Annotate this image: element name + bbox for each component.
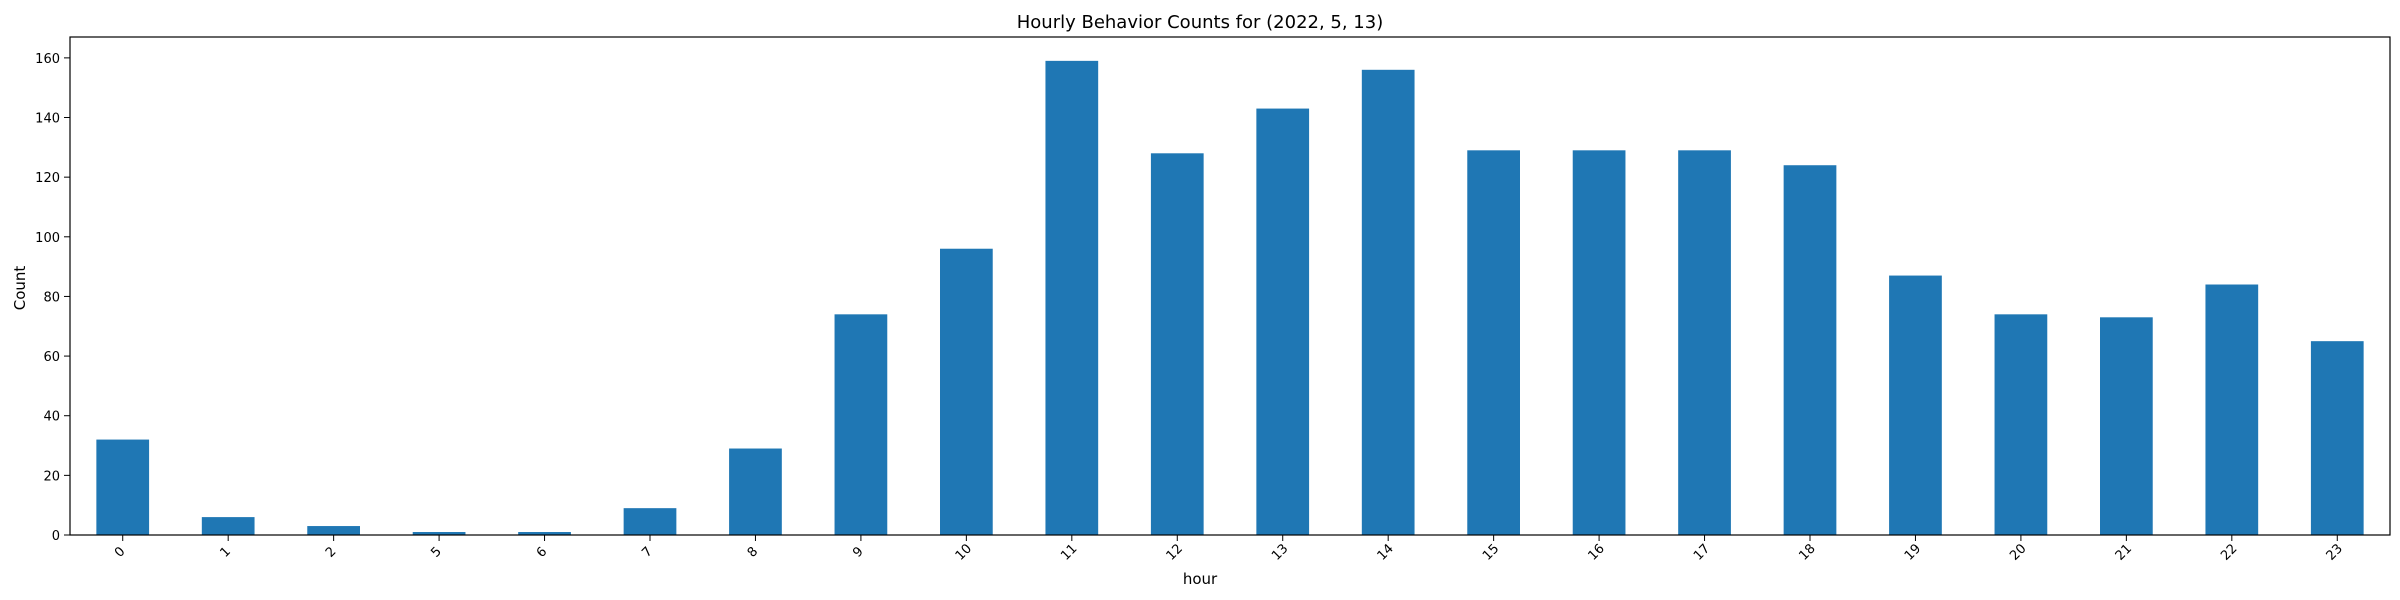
bar-hour-0	[96, 439, 150, 535]
bar-hour-23	[2310, 341, 2364, 535]
bar-hour-2	[307, 526, 360, 535]
x-tick-label: 18	[1796, 541, 1818, 563]
bar-hour-13	[1256, 108, 1310, 536]
bar-hour-7	[623, 508, 677, 535]
x-tick-label: 7	[639, 544, 655, 560]
bar-hour-22	[2205, 284, 2259, 535]
y-axis-label: Count	[11, 266, 29, 311]
x-tick-label: 10	[953, 541, 975, 563]
y-tick-label: 0	[52, 529, 60, 544]
y-tick-label: 40	[43, 410, 60, 425]
bar-hour-10	[940, 248, 993, 535]
bar-hour-12	[1150, 153, 1204, 535]
x-tick-label: 15	[1480, 541, 1502, 563]
bar-hour-18	[1783, 165, 1837, 535]
x-tick-label: 5	[428, 544, 444, 560]
y-tick-label: 160	[35, 52, 60, 67]
x-tick-label: 11	[1058, 541, 1080, 563]
x-tick-label: 6	[534, 544, 550, 560]
plot-frame	[69, 36, 2391, 536]
x-tick-label: 13	[1269, 541, 1291, 563]
chart-title: Hourly Behavior Counts for (2022, 5, 13)	[1017, 12, 1384, 33]
bar-hour-1	[201, 517, 255, 535]
bar-hour-21	[2100, 317, 2153, 535]
y-tick-label: 80	[43, 290, 60, 305]
x-tick-label: 20	[2007, 541, 2029, 563]
bar-hour-6	[518, 532, 571, 535]
x-tick-label: 12	[1164, 541, 1186, 563]
x-tick-label: 19	[1902, 541, 1924, 563]
bar-hour-8	[729, 448, 782, 535]
x-tick-label: 14	[1375, 541, 1397, 563]
x-axis-label: hour	[1183, 570, 1218, 588]
bar-hour-17	[1678, 150, 1731, 535]
x-tick-label: 1	[217, 544, 233, 560]
y-tick-label: 60	[43, 350, 60, 365]
x-tick-label: 2	[323, 544, 339, 560]
bars-layer	[96, 60, 2364, 536]
x-tick-label: 9	[850, 544, 866, 560]
bar-hour-5	[412, 532, 466, 535]
bar-hour-11	[1045, 60, 1099, 535]
bar-hour-20	[1994, 314, 2048, 535]
x-tick-label: 8	[745, 544, 761, 560]
x-tick-label: 21	[2113, 541, 2135, 563]
bar-hour-14	[1361, 69, 1415, 535]
bar-hour-19	[1889, 275, 1942, 535]
y-tick-label: 120	[35, 171, 60, 186]
bar-hour-15	[1467, 150, 1520, 535]
x-axis: 0 1 2 5 6 7 8 9 10 11 12 13 14 15 16 17 18 19 20 21 22 23	[112, 535, 2346, 564]
x-tick-label: 23	[2324, 541, 2346, 563]
y-tick-label: 100	[35, 231, 60, 246]
bar-hour-16	[1572, 150, 1626, 535]
x-tick-label: 16	[1585, 541, 1607, 563]
y-tick-label: 20	[43, 469, 60, 484]
y-axis: 0 20 40 60 80 100 120 140 160	[35, 52, 70, 544]
x-tick-label: 17	[1691, 541, 1713, 563]
x-tick-label: 0	[112, 544, 128, 560]
y-tick-label: 140	[35, 112, 60, 127]
bar-hour-9	[834, 314, 888, 535]
x-tick-label: 22	[2218, 541, 2240, 563]
